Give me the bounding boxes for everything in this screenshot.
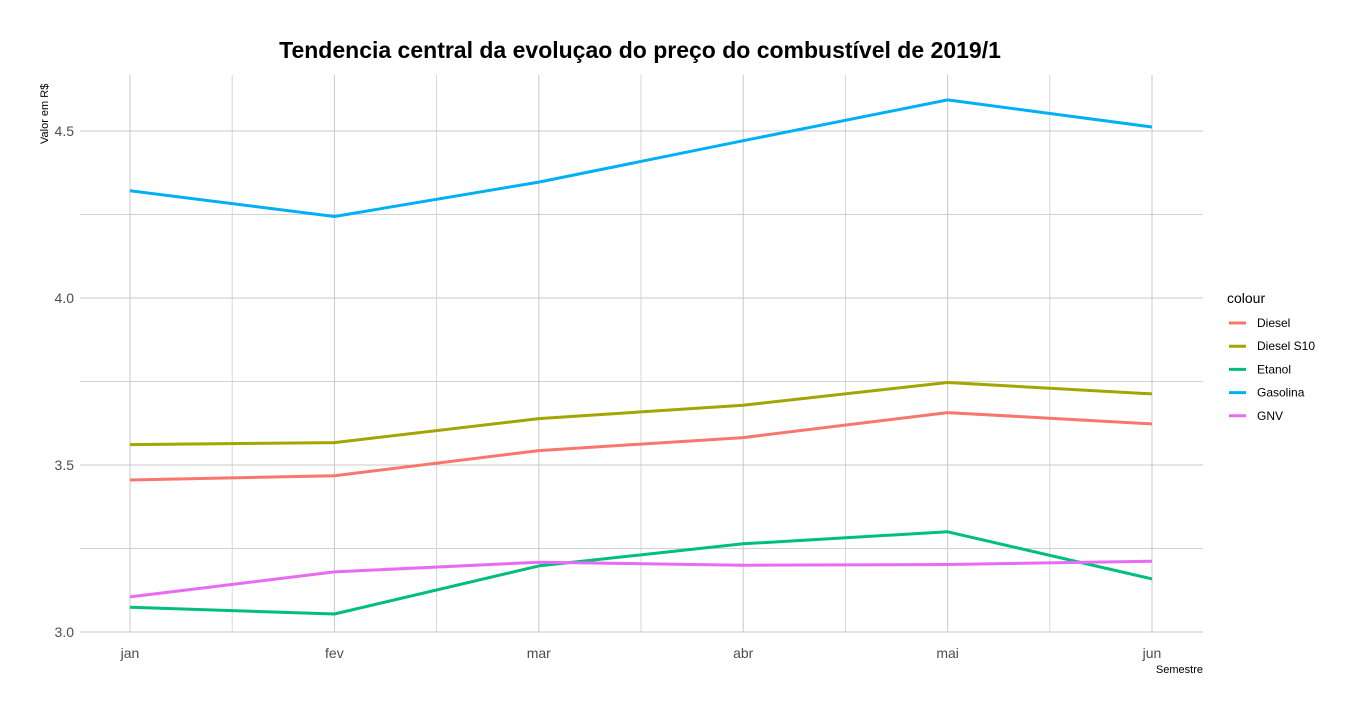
x-axis-label: Semestre	[1156, 664, 1203, 676]
y-tick-label: 4.5	[55, 123, 75, 139]
legend: colour Diesel Diesel S10 Etanol Gasolina GNV	[1227, 290, 1315, 423]
legend-title: colour	[1227, 290, 1265, 306]
y-tick-label: 3.5	[55, 457, 75, 473]
y-axis-label: Valor em R$	[39, 84, 51, 144]
series-line-diesel	[129, 411, 1153, 482]
y-tick-label: 3.0	[55, 624, 75, 640]
gridlines	[80, 75, 1203, 633]
chart-title: Tendencia central da evoluçao do preço d…	[279, 37, 1001, 63]
y-tick-label: 4.0	[55, 290, 75, 306]
x-tick-label: jan	[120, 645, 140, 661]
legend-label: Gasolina	[1257, 386, 1305, 400]
series-line-etanol	[129, 530, 1153, 616]
series-line-diesel-s10	[129, 381, 1153, 447]
x-tick-label: abr	[733, 645, 754, 661]
legend-label: GNV	[1257, 409, 1283, 423]
x-tick-label: fev	[325, 645, 344, 661]
series-lines	[129, 98, 1153, 616]
y-axis-ticks: 3.0 3.5 4.0 4.5	[55, 123, 75, 640]
legend-label: Etanol	[1257, 362, 1291, 376]
x-axis-ticks: jan fev mar abr mai jun	[120, 645, 1162, 661]
series-line-gasolina	[129, 98, 1153, 218]
x-tick-label: mar	[527, 645, 551, 661]
legend-label: Diesel S10	[1257, 339, 1315, 353]
series-line-gnv	[129, 559, 1153, 599]
x-tick-label: mai	[936, 645, 959, 661]
x-tick-label: jun	[1142, 645, 1162, 661]
legend-label: Diesel	[1257, 316, 1290, 330]
